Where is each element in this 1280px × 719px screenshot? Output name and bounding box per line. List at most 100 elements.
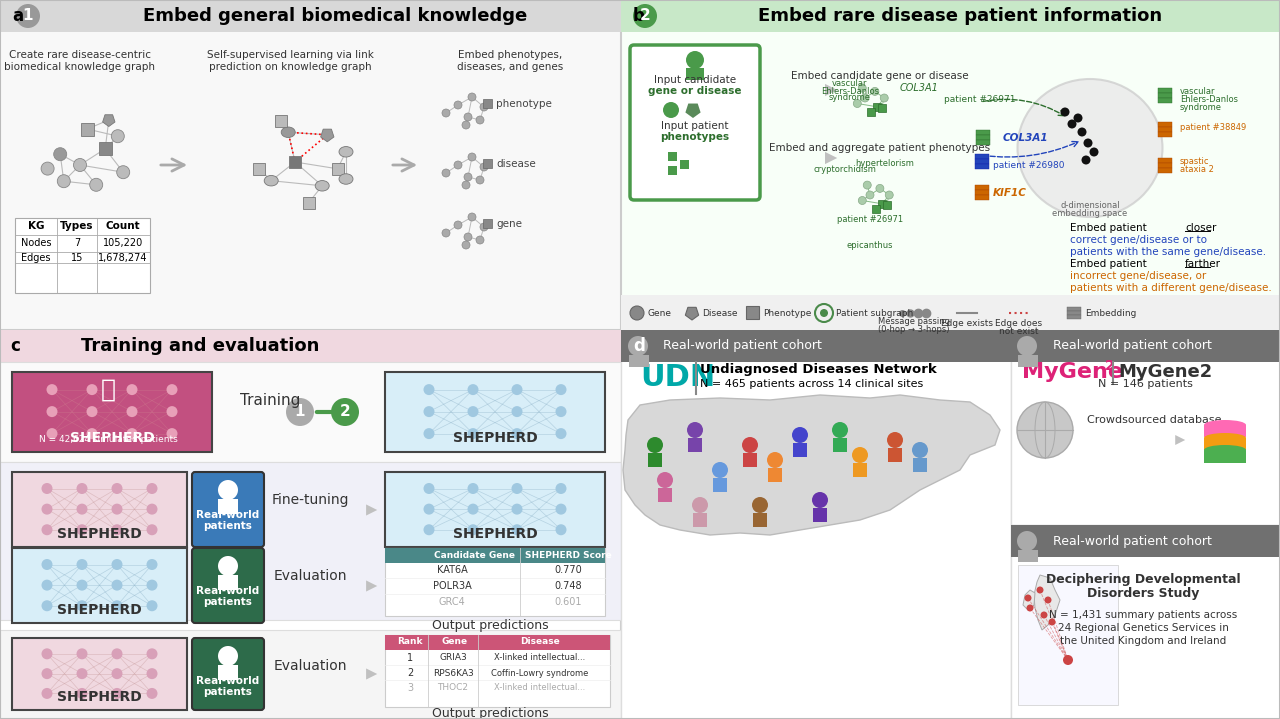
Bar bbox=[878, 200, 886, 208]
Circle shape bbox=[442, 229, 451, 237]
Text: Embed candidate gene or disease: Embed candidate gene or disease bbox=[791, 71, 969, 81]
Circle shape bbox=[146, 600, 157, 611]
Circle shape bbox=[634, 4, 657, 28]
Circle shape bbox=[692, 497, 708, 513]
Circle shape bbox=[854, 99, 861, 108]
Circle shape bbox=[54, 147, 67, 161]
Text: not exist: not exist bbox=[1000, 326, 1039, 336]
Ellipse shape bbox=[1204, 420, 1245, 430]
Text: Rank: Rank bbox=[397, 638, 422, 646]
Circle shape bbox=[41, 600, 52, 611]
Bar bbox=[483, 159, 492, 168]
Ellipse shape bbox=[264, 175, 278, 186]
Text: Real-world patient cohort: Real-world patient cohort bbox=[663, 339, 822, 352]
Text: embedding space: embedding space bbox=[1052, 209, 1128, 219]
Bar bbox=[658, 488, 672, 502]
Bar bbox=[975, 195, 989, 199]
Bar bbox=[867, 108, 874, 116]
Circle shape bbox=[820, 309, 828, 317]
Bar bbox=[302, 197, 315, 209]
Bar bbox=[621, 330, 1011, 362]
Circle shape bbox=[41, 649, 52, 659]
Bar bbox=[99, 142, 111, 155]
Text: Edge does: Edge does bbox=[996, 319, 1043, 327]
Bar bbox=[15, 218, 150, 293]
Bar bbox=[888, 448, 902, 462]
Text: 👥: 👥 bbox=[101, 378, 115, 402]
Circle shape bbox=[1044, 597, 1051, 603]
Text: Output predictions: Output predictions bbox=[431, 618, 548, 631]
Circle shape bbox=[90, 178, 102, 191]
Bar bbox=[768, 468, 782, 482]
Circle shape bbox=[812, 492, 828, 508]
Bar bbox=[975, 159, 989, 163]
Circle shape bbox=[218, 556, 238, 576]
Text: d-dimensional: d-dimensional bbox=[1060, 201, 1120, 209]
Text: c: c bbox=[10, 337, 20, 355]
Circle shape bbox=[476, 176, 484, 184]
Circle shape bbox=[111, 600, 123, 611]
Text: gene or disease: gene or disease bbox=[648, 86, 741, 96]
Bar bbox=[878, 104, 886, 112]
Bar bbox=[794, 443, 806, 457]
Text: d: d bbox=[634, 337, 645, 355]
Bar bbox=[813, 508, 827, 522]
Bar bbox=[1011, 525, 1280, 557]
Text: 1: 1 bbox=[23, 9, 33, 24]
Bar bbox=[977, 130, 989, 134]
Bar bbox=[1158, 93, 1172, 98]
Circle shape bbox=[77, 668, 87, 679]
Circle shape bbox=[480, 223, 488, 231]
Text: KAT6A: KAT6A bbox=[436, 565, 467, 575]
Text: Real-world: Real-world bbox=[196, 586, 260, 596]
Bar bbox=[12, 372, 212, 452]
Text: THOC2: THOC2 bbox=[438, 684, 468, 692]
Circle shape bbox=[1082, 155, 1091, 165]
Bar bbox=[385, 635, 611, 650]
FancyBboxPatch shape bbox=[192, 638, 264, 710]
Bar bbox=[12, 638, 187, 710]
Circle shape bbox=[146, 688, 157, 699]
Circle shape bbox=[1018, 531, 1037, 551]
Circle shape bbox=[911, 442, 928, 458]
Text: Embed and aggregate patient phenotypes: Embed and aggregate patient phenotypes bbox=[769, 143, 991, 153]
Text: Real-world patient cohort: Real-world patient cohort bbox=[1053, 339, 1212, 352]
Text: Disorders Study: Disorders Study bbox=[1087, 587, 1199, 600]
Bar bbox=[648, 453, 662, 467]
Bar bbox=[913, 458, 927, 472]
Bar bbox=[253, 162, 265, 175]
Text: Types: Types bbox=[60, 221, 93, 231]
Text: 2: 2 bbox=[1105, 359, 1115, 373]
Circle shape bbox=[146, 559, 157, 570]
Ellipse shape bbox=[315, 180, 329, 191]
Bar bbox=[0, 630, 621, 719]
Circle shape bbox=[512, 384, 522, 395]
Text: Count: Count bbox=[106, 221, 141, 231]
Bar bbox=[1018, 565, 1117, 705]
Bar bbox=[713, 478, 727, 492]
Circle shape bbox=[630, 306, 644, 320]
Bar bbox=[686, 68, 704, 80]
Text: MyGene2: MyGene2 bbox=[1117, 363, 1212, 381]
Circle shape bbox=[1027, 605, 1033, 611]
Bar bbox=[385, 548, 605, 563]
Text: X-linked intellectual...: X-linked intellectual... bbox=[494, 654, 586, 662]
Text: SHEPHERD: SHEPHERD bbox=[58, 526, 142, 541]
Circle shape bbox=[556, 483, 567, 494]
Circle shape bbox=[870, 88, 879, 96]
Circle shape bbox=[127, 406, 137, 417]
Text: 0.770: 0.770 bbox=[554, 565, 582, 575]
Circle shape bbox=[556, 384, 567, 395]
Circle shape bbox=[512, 428, 522, 439]
Circle shape bbox=[512, 406, 522, 417]
Circle shape bbox=[556, 406, 567, 417]
Text: COL3A1: COL3A1 bbox=[900, 83, 938, 93]
Circle shape bbox=[146, 580, 157, 590]
Bar bbox=[81, 122, 93, 135]
Circle shape bbox=[476, 236, 484, 244]
Circle shape bbox=[424, 428, 434, 439]
Bar bbox=[833, 438, 847, 452]
Text: POLR3A: POLR3A bbox=[433, 581, 471, 591]
Circle shape bbox=[285, 398, 314, 426]
Circle shape bbox=[467, 428, 479, 439]
